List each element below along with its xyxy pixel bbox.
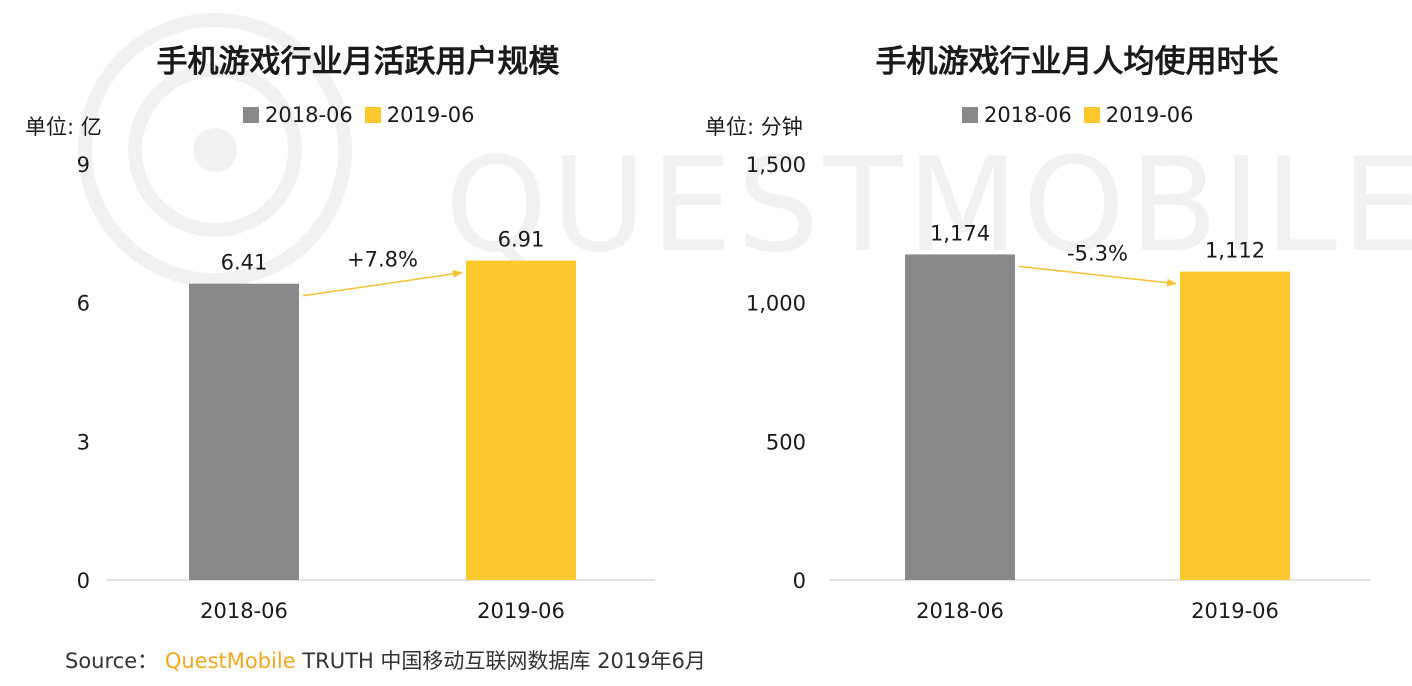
source-line: Source： QuestMobile TRUTH 中国移动互联网数据库 201… (65, 645, 706, 675)
chart2-unit: 单位: 分钟 (705, 115, 803, 139)
chart2-legend-item-2019: 2019-06 (1083, 103, 1194, 127)
source-brand: QuestMobile (164, 649, 296, 673)
chart2-title: 手机游戏行业月人均使用时长 (875, 44, 1279, 80)
chart1-legend-label-2018: 2018-06 (265, 103, 353, 127)
chart1-bar-2019-06 (466, 260, 576, 580)
chart2-bar-2018-06 (905, 254, 1015, 581)
source-rest: TRUTH 中国移动互联网数据库 2019年6月 (302, 649, 706, 673)
chart2-ytick-label: 1,500 (746, 153, 806, 177)
chart2-x-tick-label: 2018-06 (916, 599, 1004, 623)
chart1-unit: 单位: 亿 (25, 115, 102, 139)
chart1-legend: 2018-06 2019-06 (243, 103, 487, 127)
chart1-legend-label-2019: 2019-06 (386, 103, 475, 127)
chart1-title: 手机游戏行业月活跃用户规模 (156, 44, 560, 80)
chart1-ytick-label: 3 (77, 430, 90, 454)
chart2-value-label: 1,112 (1205, 239, 1265, 263)
chart1-change-label: +7.8% (347, 248, 418, 272)
chart1-x-tick-label: 2018-06 (200, 599, 288, 623)
chart1-legend-swatch-2019 (364, 107, 381, 123)
chart1-bar-2018-06 (189, 283, 299, 580)
chart2-ytick-label: 500 (766, 430, 806, 454)
chart1-ytick-label: 0 (77, 569, 90, 593)
chart1-ytick-label: 9 (77, 153, 90, 177)
chart2-ytick-label: 1,000 (746, 292, 806, 316)
chart1-plot: 0 3 6 9 6.41 2018-06 6.91 2019-06 +7.8% (77, 153, 655, 623)
chart2-legend-label-2019: 2019-06 (1105, 103, 1194, 127)
chart2-change-label: -5.3% (1067, 241, 1128, 265)
chart1-legend-item-2018: 2018-06 (243, 103, 353, 127)
chart1-value-label: 6.91 (498, 228, 545, 252)
chart2-legend-swatch-2018 (962, 107, 978, 123)
chart2-legend: 2018-06 2019-06 (962, 103, 1206, 127)
chart2-plot: 0 500 1,000 1,500 1,174 2018-06 1,112 2019-06 -5… (746, 153, 1371, 623)
chart1-ytick-label: 6 (77, 292, 90, 316)
chart2-x-tick-label: 2019-06 (1191, 599, 1279, 623)
chart1-x-tick-label: 2019-06 (477, 599, 565, 623)
chart1-change-arrow (302, 269, 463, 297)
chart2-bar-2019-06 (1180, 271, 1290, 580)
chart1-legend-swatch-2018 (243, 107, 259, 123)
chart2-legend-label-2018: 2018-06 (984, 103, 1072, 127)
chart2-legend-item-2018: 2018-06 (962, 103, 1072, 127)
chart2-value-label: 1,174 (930, 221, 990, 245)
chart2-change-arrow (1018, 265, 1177, 287)
source-label: Source： (65, 649, 159, 673)
chart1-legend-item-2019: 2019-06 (364, 103, 475, 127)
chart2-legend-swatch-2019 (1083, 107, 1100, 123)
chart1-value-label: 6.41 (221, 251, 268, 275)
chart2-ytick-label: 0 (793, 569, 806, 593)
